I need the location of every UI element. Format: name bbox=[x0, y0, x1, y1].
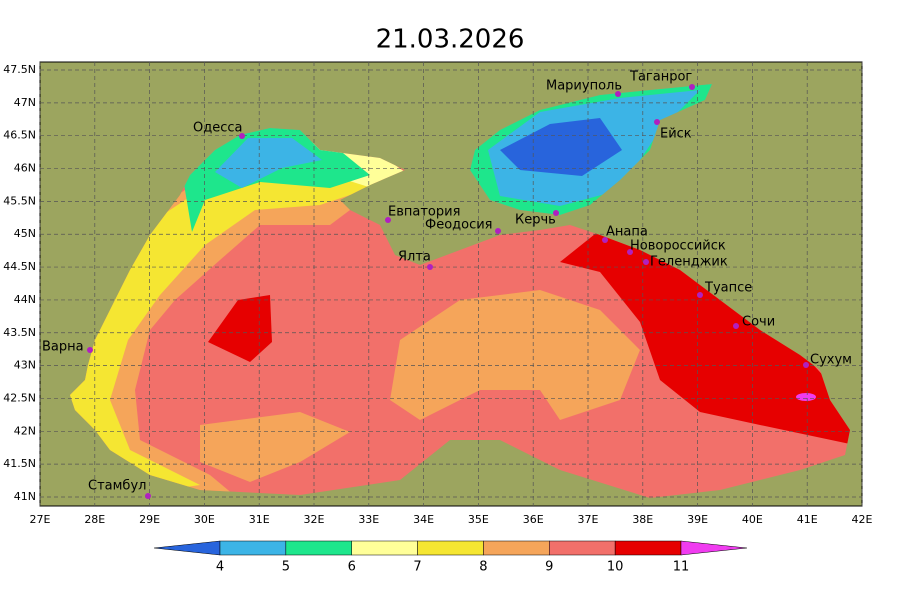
lon-label: 40E bbox=[742, 513, 763, 526]
city-dot bbox=[385, 217, 391, 223]
lon-label: 35E bbox=[468, 513, 489, 526]
zone bbox=[70, 170, 380, 498]
lat-label: 42N bbox=[14, 424, 36, 437]
map-title: 21.03.2026 bbox=[376, 25, 525, 55]
city-dot bbox=[697, 292, 703, 298]
colorbar-segment bbox=[614, 540, 682, 556]
city-dot bbox=[602, 237, 608, 243]
city-dot bbox=[553, 210, 559, 216]
city-label: Таганрог bbox=[629, 70, 692, 85]
colorbar-label: 7 bbox=[413, 560, 421, 575]
colorbar-label: 10 bbox=[607, 560, 624, 575]
city-dot bbox=[239, 133, 245, 139]
lat-label: 43.5N bbox=[3, 326, 36, 339]
city-label: Геленджик bbox=[650, 255, 728, 270]
lon-label: 36E bbox=[523, 513, 544, 526]
lat-label: 46.5N bbox=[3, 129, 36, 142]
frame bbox=[39, 61, 863, 507]
city-label: Одесса bbox=[193, 121, 242, 136]
lon-label: 27E bbox=[30, 513, 51, 526]
colorbar-segment bbox=[417, 540, 484, 556]
city-dot bbox=[87, 347, 93, 353]
city-dot bbox=[427, 264, 433, 270]
colorbar-arrow bbox=[154, 540, 221, 556]
colorbar-label: 6 bbox=[348, 560, 356, 575]
city-label: Анапа bbox=[606, 225, 648, 240]
zone bbox=[500, 118, 622, 176]
city-label: Феодосия bbox=[425, 218, 493, 233]
city-dot bbox=[803, 362, 809, 368]
lat-label: 41N bbox=[14, 490, 36, 503]
lon-label: 42E bbox=[852, 513, 873, 526]
lon-label: 31E bbox=[249, 513, 270, 526]
lon-label: 28E bbox=[84, 513, 105, 526]
city-dot bbox=[145, 493, 151, 499]
colorbar-label: 11 bbox=[673, 560, 690, 575]
city-dot bbox=[733, 323, 739, 329]
city-dot bbox=[615, 91, 621, 97]
lon-label: 32E bbox=[304, 513, 325, 526]
lon-label: 33E bbox=[358, 513, 379, 526]
city-label: Ялта bbox=[398, 250, 431, 265]
city-label: Сухум bbox=[810, 353, 852, 368]
city-dot bbox=[627, 249, 633, 255]
lon-label: 39E bbox=[687, 513, 708, 526]
lat-label: 47.5N bbox=[3, 63, 36, 76]
city-label: Ейск bbox=[660, 127, 692, 142]
colorbar-label: 9 bbox=[545, 560, 553, 575]
city-dot bbox=[689, 84, 695, 90]
lon-label: 34E bbox=[413, 513, 434, 526]
lat-label: 47N bbox=[14, 96, 36, 109]
zone bbox=[390, 290, 640, 420]
lon-label: 30E bbox=[194, 513, 215, 526]
lon-label: 29E bbox=[139, 513, 160, 526]
lat-label: 43N bbox=[14, 359, 36, 372]
colorbar-label: 8 bbox=[479, 560, 487, 575]
city-dot bbox=[654, 119, 660, 125]
city-label: Стамбул bbox=[88, 479, 146, 494]
lat-label: 46N bbox=[14, 162, 36, 175]
colorbar-segment bbox=[219, 540, 287, 556]
city-label: Керчь bbox=[515, 213, 556, 228]
lon-label: 41E bbox=[797, 513, 818, 526]
lat-label: 44N bbox=[14, 293, 36, 306]
zone bbox=[208, 295, 272, 362]
zone bbox=[560, 230, 850, 445]
colorbar-label: 4 bbox=[216, 560, 224, 575]
colorbar-segment bbox=[285, 540, 352, 556]
city-label: Туапсе bbox=[704, 281, 752, 296]
lat-label: 44.5N bbox=[3, 260, 36, 273]
zone bbox=[215, 138, 322, 188]
lat-label: 45.5N bbox=[3, 194, 36, 207]
city-label: Мариуполь bbox=[546, 79, 622, 94]
lon-label: 37E bbox=[578, 513, 599, 526]
city-dot bbox=[643, 259, 649, 265]
lon-label: 38E bbox=[632, 513, 653, 526]
colorbar-label: 5 bbox=[282, 560, 290, 575]
colorbar-arrow bbox=[680, 540, 747, 556]
zone bbox=[796, 393, 816, 401]
city-label: Новороссийск bbox=[630, 239, 726, 254]
city-dot bbox=[495, 228, 501, 234]
city-label: Сочи bbox=[742, 315, 775, 330]
colorbar-segment bbox=[351, 540, 418, 556]
lat-label: 45N bbox=[14, 227, 36, 240]
city-label: Варна bbox=[42, 340, 84, 355]
lat-label: 41.5N bbox=[3, 457, 36, 470]
city-label: Евпатория bbox=[388, 205, 460, 220]
colorbar-segment bbox=[483, 540, 550, 556]
colorbar-segment bbox=[549, 540, 616, 556]
lat-label: 42.5N bbox=[3, 391, 36, 404]
